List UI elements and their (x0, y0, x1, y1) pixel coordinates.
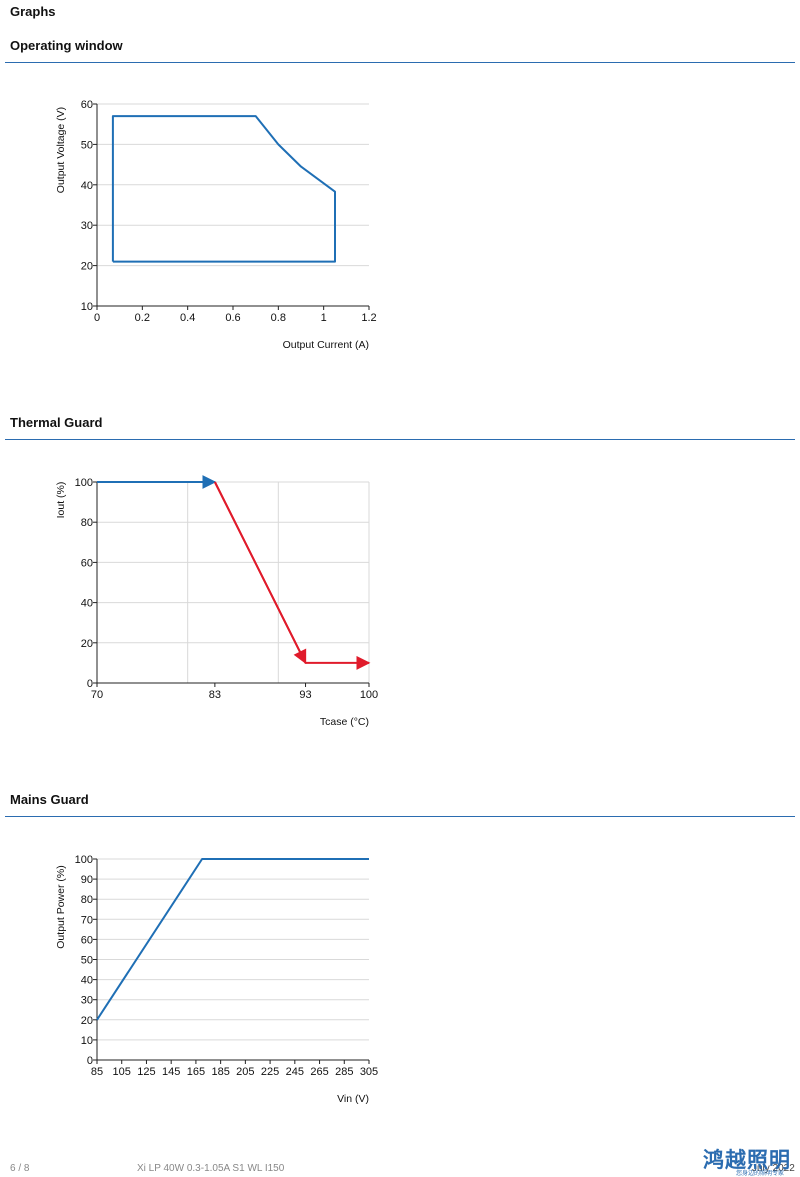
y-tick-label: 80 (81, 517, 93, 529)
y-tick-label: 70 (81, 914, 93, 926)
y-tick-label: 10 (81, 301, 93, 313)
y-tick-label: 20 (81, 638, 93, 650)
y-axis-label: Output Power (%) (55, 865, 67, 948)
series-arrow-segment (213, 481, 307, 665)
x-tick-label: 0.8 (271, 312, 286, 324)
x-tick-label: 85 (91, 1066, 103, 1078)
y-tick-label: 0 (87, 678, 93, 690)
section-title-operating-window: Operating window (10, 38, 123, 53)
x-tick-label: 105 (113, 1066, 131, 1078)
x-tick-label: 125 (137, 1066, 155, 1078)
x-axis-label: Output Current (A) (283, 339, 369, 351)
footer-date: July 2022 (752, 1163, 795, 1174)
y-axis-label: Iout (%) (55, 482, 67, 519)
mains-guard-chart: 85 105 125 145 165 185 205 225 245 265 285 30501020… (55, 854, 378, 1105)
x-tick-label: 0.6 (225, 312, 240, 324)
y-tick-label: 60 (81, 99, 93, 111)
y-tick-label: 40 (81, 975, 93, 987)
x-axis-label: Tcase (°C) (320, 716, 369, 728)
section-title-thermal-guard: Thermal Guard (10, 415, 103, 430)
y-tick-label: 0 (87, 1055, 93, 1067)
y-tick-label: 50 (81, 955, 93, 967)
x-tick-label: 225 (261, 1066, 279, 1078)
footer-page-number: 6 / 8 (10, 1163, 30, 1174)
operating-window-chart: 0 0.2 0.4 0.6 0.8 1 1.2 10 20 30 40 50 60 Output Curr… (55, 99, 377, 351)
x-axis-label: Vin (V) (337, 1093, 369, 1105)
x-tick-label: 70 (91, 689, 103, 701)
y-tick-label: 10 (81, 1035, 93, 1047)
y-tick-label: 100 (75, 854, 93, 866)
x-tick-label: 265 (310, 1066, 328, 1078)
y-tick-label: 40 (81, 598, 93, 610)
series-line (96, 858, 369, 1021)
section-divider (5, 439, 795, 440)
y-tick-label: 30 (81, 220, 93, 232)
y-tick-label: 20 (81, 1015, 93, 1027)
brand-logo-subtext: 您身边的照明专家 (736, 1171, 785, 1177)
section-divider (5, 62, 795, 63)
y-tick-label: 60 (81, 557, 93, 569)
x-tick-label: 245 (286, 1066, 304, 1078)
y-tick-label: 80 (81, 894, 93, 906)
x-tick-label: 205 (236, 1066, 254, 1078)
x-tick-label: 100 (360, 689, 378, 701)
y-tick-label: 20 (81, 261, 93, 273)
y-tick-label: 60 (81, 934, 93, 946)
x-tick-label: 1.2 (361, 312, 376, 324)
y-tick-label: 40 (81, 180, 93, 192)
y-tick-label: 100 (75, 477, 93, 489)
x-tick-label: 0.4 (180, 312, 195, 324)
x-tick-label: 145 (162, 1066, 180, 1078)
y-tick-label: 50 (81, 139, 93, 151)
x-tick-label: 93 (299, 689, 311, 701)
x-tick-label: 185 (211, 1066, 229, 1078)
section-title-mains-guard: Mains Guard (10, 792, 89, 807)
section-divider (5, 816, 795, 817)
x-tick-label: 165 (187, 1066, 205, 1078)
series-line (111, 115, 336, 263)
thermal-guard-chart: 70 83 93 100 0 20 40 60 80 100 Tcase (°C) Iout (%) (55, 475, 378, 728)
x-tick-label: 0 (94, 312, 100, 324)
page-heading: Graphs (10, 4, 56, 19)
footer-product-name: Xi LP 40W 0.3-1.05A S1 WL I150 (137, 1163, 285, 1174)
x-tick-label: 0.2 (135, 312, 150, 324)
x-tick-label: 305 (360, 1066, 378, 1078)
brand-logo: 鸿越照明 (703, 1148, 791, 1172)
x-tick-label: 1 (321, 312, 327, 324)
y-tick-label: 30 (81, 995, 93, 1007)
y-tick-label: 90 (81, 874, 93, 886)
y-axis-label: Output Voltage (V) (55, 107, 67, 193)
x-tick-label: 83 (209, 689, 221, 701)
x-tick-label: 285 (335, 1066, 353, 1078)
